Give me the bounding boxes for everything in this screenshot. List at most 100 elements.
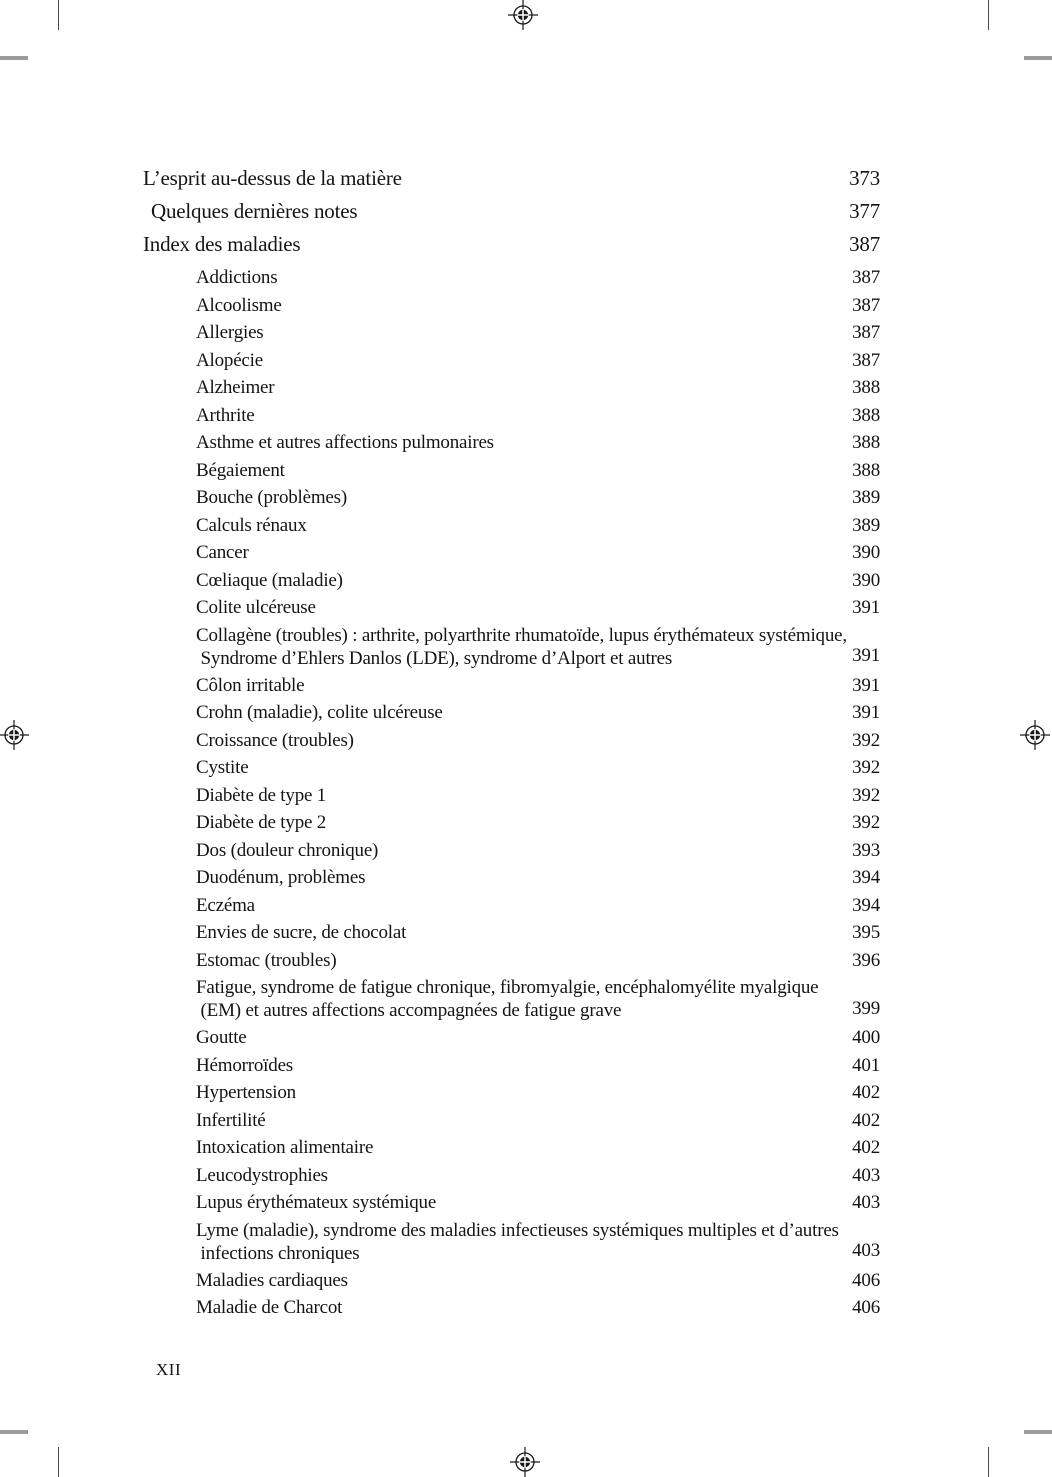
toc-entry-page-number: 394 — [852, 894, 880, 916]
registration-target-icon — [509, 1446, 541, 1477]
toc-disease-entry: Eczéma 394 — [143, 892, 880, 920]
toc-disease-entry: Estomac (troubles) 396 — [143, 947, 880, 975]
toc-entry-label: Eczéma — [196, 894, 255, 916]
toc-disease-entry: Diabète de type 2 392 — [143, 809, 880, 837]
toc-entry-label: Leucodystrophies — [196, 1164, 328, 1186]
toc-entry-page-number: 388 — [852, 432, 880, 453]
toc-disease-entry: Maladie de Charcot 406 — [143, 1294, 880, 1322]
toc-entry-label: Envies de sucre, de chocolat — [196, 922, 407, 943]
toc-entry-page-number: 406 — [852, 1269, 880, 1291]
toc-disease-entry: Leucodystrophies 403 — [143, 1162, 880, 1190]
toc-entry-page-number: 392 — [852, 757, 880, 778]
toc-entry-page-number: 402 — [852, 1082, 880, 1103]
toc-entry-label: Cancer — [196, 542, 249, 563]
toc-disease-entry: Collagène (troubles) : arthrite, polyart… — [143, 624, 880, 670]
toc-entry-label: Côlon irritable — [196, 674, 305, 696]
toc-entry-label: Lupus érythémateux systémique — [196, 1192, 437, 1213]
toc-entry-label: Intoxication alimentaire — [196, 1137, 374, 1158]
toc-disease-entry: Dos (douleur chronique) 393 — [143, 837, 880, 865]
toc-entry-label: Index des maladies — [143, 232, 301, 256]
toc-entry-label: Estomac (troubles) — [196, 949, 337, 971]
toc-entry-label: Hypertension — [196, 1082, 296, 1103]
crop-mark-tick — [0, 56, 28, 60]
toc-disease-entry: Cancer 390 — [143, 539, 880, 567]
crop-mark-tick — [1024, 1430, 1052, 1434]
toc-entry-label: Quelques dernières notes — [151, 199, 358, 223]
toc-disease-entry: Maladies cardiaques 406 — [143, 1267, 880, 1295]
toc-disease-entry: Duodénum, problèmes 394 — [143, 864, 880, 892]
toc-entry-page-number: 391 — [852, 674, 880, 696]
toc-entry-page-number: 400 — [852, 1027, 880, 1048]
toc-disease-entry: Côlon irritable 391 — [143, 672, 880, 700]
toc-disease-entry: Arthrite 388 — [143, 402, 880, 430]
toc-disease-entry: Envies de sucre, de chocolat 395 — [143, 919, 880, 947]
toc-entry-page-number: 388 — [852, 404, 880, 426]
toc-disease-entry: Hypertension 402 — [143, 1079, 880, 1107]
toc-entry-label: Calculs rénaux — [196, 514, 307, 536]
toc-entry-page-number: 394 — [852, 867, 880, 888]
toc-entry-page-number: 388 — [852, 377, 880, 398]
toc-entry-page-number: 401 — [852, 1054, 880, 1076]
toc-entry-page-number: 387 — [852, 294, 880, 316]
toc-disease-entry: Alcoolisme 387 — [143, 292, 880, 320]
toc-entry-page-number: 403 — [852, 1240, 880, 1261]
toc-entry-page-number: 393 — [852, 839, 880, 861]
toc-section-entry: Quelques dernières notes 377 — [143, 195, 880, 228]
crop-mark-line — [988, 0, 989, 30]
toc-disease-entry: Diabète de type 1 392 — [143, 782, 880, 810]
toc-disease-entry: Calculs rénaux 389 — [143, 512, 880, 540]
toc-entry-label: Arthrite — [196, 404, 255, 426]
toc-entry-label: Alzheimer — [196, 377, 275, 398]
toc-entry-page-number: 389 — [852, 487, 880, 508]
toc-entry-label: Croissance (troubles) — [196, 729, 354, 751]
toc-disease-entry: Cystite 392 — [143, 754, 880, 782]
toc-entry-label: Maladies cardiaques — [196, 1269, 348, 1291]
toc-disease-entry: Fatigue, syndrome de fatigue chronique, … — [143, 976, 880, 1022]
registration-target-icon — [1019, 719, 1051, 751]
toc-disease-entry: Asthme et autres affections pulmonaires 3… — [143, 429, 880, 457]
toc-disease-entry: Alzheimer 388 — [143, 374, 880, 402]
toc-entry-page-number: 392 — [852, 812, 880, 833]
toc-entry-page-number: 402 — [852, 1137, 880, 1158]
toc-entry-page-number: 387 — [852, 349, 880, 371]
toc-disease-entry: Cœliaque (maladie) 390 — [143, 567, 880, 595]
toc-entry-page-number: 406 — [852, 1297, 880, 1318]
toc-entry-page-number: 403 — [852, 1192, 880, 1213]
toc-section-entry: L’esprit au-dessus de la matière 373 — [143, 162, 880, 195]
toc-disease-entry: Croissance (troubles) 392 — [143, 727, 880, 755]
toc-entry-page-number: 402 — [852, 1109, 880, 1131]
toc-entry-page-number: 377 — [849, 199, 880, 223]
crop-mark-line — [988, 1447, 989, 1477]
toc-disease-entry: Goutte 400 — [143, 1024, 880, 1052]
toc-entry-label: Cœliaque (maladie) — [196, 569, 343, 591]
toc-entry-label: Alcoolisme — [196, 294, 282, 316]
toc-entry-page-number: 391 — [852, 597, 880, 618]
toc-entry-page-number: 387 — [852, 322, 880, 343]
toc-entry-label: Collagène (troubles) : arthrite, polyart… — [196, 624, 847, 669]
toc-section-entry: Index des maladies 387 — [143, 228, 880, 261]
toc-entry-page-number: 391 — [852, 702, 880, 723]
toc-entry-label: Fatigue, syndrome de fatigue chronique, … — [196, 977, 819, 1021]
toc-disease-entry: Colite ulcéreuse 391 — [143, 594, 880, 622]
toc-disease-entry: Addictions 387 — [143, 264, 880, 292]
toc-disease-entry: Crohn (maladie), colite ulcéreuse 391 — [143, 699, 880, 727]
registration-target-icon — [507, 0, 539, 31]
toc-entry-label: Alopécie — [196, 349, 263, 371]
toc-disease-entry: Lupus érythémateux systémique 403 — [143, 1189, 880, 1217]
toc-entry-label: Infertilité — [196, 1109, 266, 1131]
toc-disease-entry: Intoxication alimentaire 402 — [143, 1134, 880, 1162]
toc-entry-label: Colite ulcéreuse — [196, 597, 316, 618]
toc-entry-page-number: 387 — [852, 267, 880, 288]
toc-entry-label: Duodénum, problèmes — [196, 867, 366, 888]
toc-disease-entry: Lyme (maladie), syndrome des maladies in… — [143, 1219, 880, 1265]
toc-entry-page-number: 395 — [852, 922, 880, 943]
toc-entry-label: Lyme (maladie), syndrome des maladies in… — [196, 1219, 839, 1264]
crop-mark-tick — [1024, 56, 1052, 60]
toc-entry-page-number: 373 — [849, 166, 880, 190]
toc-entry-label: Crohn (maladie), colite ulcéreuse — [196, 702, 443, 723]
toc-entry-page-number: 388 — [852, 459, 880, 481]
toc-entry-label: Diabète de type 1 — [196, 784, 327, 806]
toc-entry-page-number: 403 — [852, 1164, 880, 1186]
toc-entry-label: Goutte — [196, 1027, 247, 1048]
toc-entry-page-number: 399 — [852, 997, 880, 1019]
